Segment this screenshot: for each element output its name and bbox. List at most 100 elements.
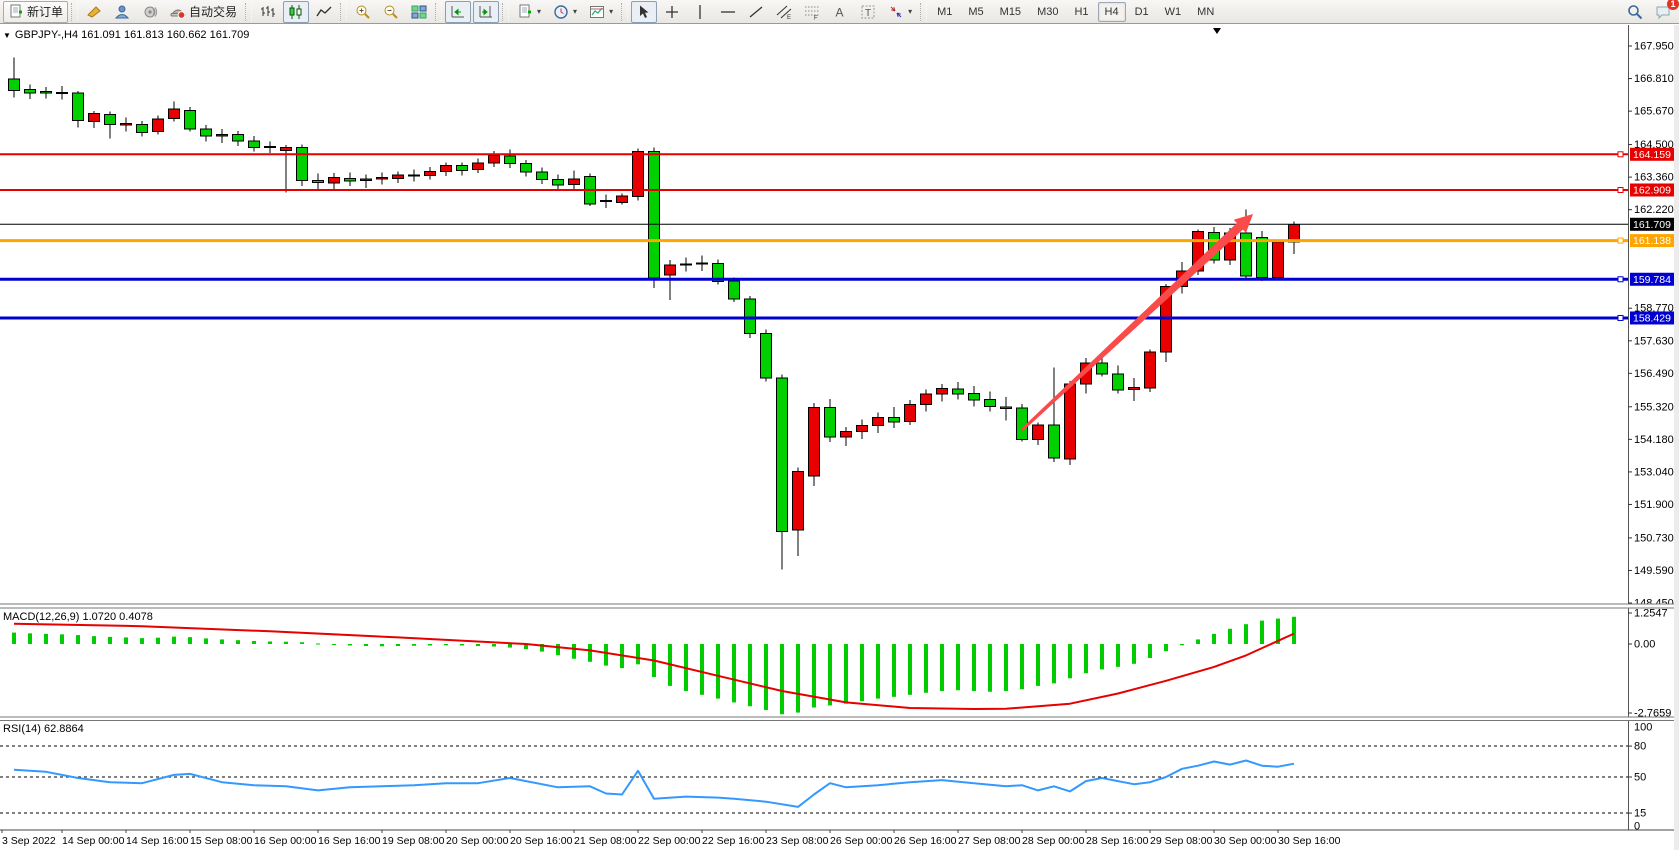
timeframe-d1-button[interactable]: D1 — [1134, 5, 1149, 18]
line-chart-button[interactable] — [311, 1, 337, 23]
auto-scroll-button[interactable] — [445, 0, 472, 23]
price-tick: 151.900 — [1634, 499, 1674, 511]
price-tick: 156.490 — [1634, 368, 1674, 380]
autoscroll-icon — [450, 4, 466, 20]
timeframe-m30-button[interactable]: M30 — [1037, 5, 1059, 18]
collapse-triangle-icon[interactable]: ▼ — [3, 31, 11, 40]
svg-text:F: F — [814, 15, 818, 20]
tile-windows-button[interactable] — [406, 1, 432, 23]
toolbar-separator — [340, 2, 348, 21]
time-label: 3 Sep 2022 — [2, 835, 56, 847]
rsi-indicator-label: RSI(14) 62.8864 — [3, 723, 84, 735]
chartshift-icon — [478, 4, 494, 20]
chart-shift-button[interactable] — [473, 0, 500, 23]
periods-button[interactable]: ▾ — [548, 1, 582, 23]
price-tick: 162.220 — [1634, 204, 1674, 216]
arrows-icon — [888, 4, 904, 20]
timeframe-m15-button[interactable]: M15 — [999, 5, 1022, 18]
timeframe-h4-button[interactable]: H4 — [1097, 1, 1126, 22]
toolbar-separator — [502, 2, 510, 21]
chevron-down-icon[interactable]: ▾ — [908, 7, 913, 16]
rsi-level: 80 — [1634, 741, 1646, 753]
macd-tick: 0.00 — [1634, 639, 1655, 651]
template-icon — [589, 4, 605, 20]
trend-arrow[interactable] — [1021, 214, 1253, 432]
signal-button[interactable] — [137, 1, 163, 23]
textA-icon: A — [832, 4, 848, 20]
chevron-down-icon[interactable]: ▾ — [573, 7, 578, 16]
candlestick-button[interactable] — [283, 0, 310, 23]
chat-button[interactable]: 1 — [1650, 0, 1679, 23]
cursor-button[interactable] — [631, 0, 658, 23]
timeframe-m5-button[interactable]: M5 — [968, 5, 984, 18]
chevron-down-icon[interactable]: ▾ — [609, 7, 614, 16]
chart-canvas[interactable]: 164.159 162.909 161.709 161.138 159.784 158.4… — [0, 25, 1679, 850]
clock-icon — [553, 4, 569, 20]
toolbar: 新订单 自动交易 ▾ ▾ ▾ E F A T ▾ M1 M5 M15 M30 H1 H4 D1 W1 MN 1 — [0, 0, 1679, 24]
new-order-button-label: 新订单 — [27, 5, 64, 19]
candles — [8, 57, 1300, 570]
time-label: 14 Sep 16:00 — [126, 835, 189, 847]
timeframe-w1-button[interactable]: W1 — [1164, 5, 1182, 18]
search-button[interactable] — [1622, 1, 1648, 23]
wedge-icon — [86, 4, 102, 20]
profile-button[interactable] — [109, 1, 135, 23]
indicators-button[interactable]: ▾ — [512, 1, 546, 23]
bar-chart-button[interactable] — [255, 1, 281, 23]
label-button[interactable]: T — [855, 1, 881, 23]
hline-button[interactable] — [715, 1, 741, 23]
time-label: 27 Sep 08:00 — [958, 835, 1021, 847]
price-tick: 157.630 — [1634, 335, 1674, 347]
time-label: 20 Sep 00:00 — [446, 835, 509, 847]
price-label-161.709: 161.709 — [1633, 219, 1671, 231]
signal-icon — [142, 4, 158, 20]
macd-tick: -2.7659 — [1634, 708, 1671, 720]
macd-indicator-label: MACD(12,26,9) 1.0720 0.4078 — [3, 611, 153, 623]
macd-tick: 1.2547 — [1634, 608, 1668, 620]
linechart-icon — [316, 4, 332, 20]
trendline-button[interactable] — [743, 1, 769, 23]
price-tick: 163.360 — [1634, 172, 1674, 184]
trend-icon — [748, 4, 764, 20]
chart-window[interactable]: 164.159 162.909 161.709 161.138 159.784 158.4… — [0, 25, 1679, 850]
timeframe-mn-button[interactable]: MN — [1197, 5, 1215, 18]
zoomout-icon — [383, 4, 399, 20]
crosshair-button[interactable] — [659, 1, 685, 23]
svg-text:A: A — [836, 5, 844, 19]
channel-button[interactable]: E — [771, 1, 797, 23]
marketwatch-button[interactable] — [81, 1, 107, 23]
tiles-icon — [411, 4, 427, 20]
templates-button[interactable]: ▾ — [584, 1, 618, 23]
price-label-164.159: 164.159 — [1633, 149, 1671, 161]
price-tick: 165.670 — [1634, 106, 1674, 118]
macd-panel — [12, 612, 1632, 715]
price-tick: 153.040 — [1634, 466, 1674, 478]
autotrade-button[interactable]: 自动交易 — [165, 1, 242, 23]
doc-plus-icon — [8, 4, 24, 20]
time-label: 14 Sep 00:00 — [62, 835, 125, 847]
search-icon — [1627, 4, 1643, 20]
candle-icon — [288, 4, 304, 20]
timeframe-m1-button[interactable]: M1 — [937, 5, 953, 18]
autotrade-button-label: 自动交易 — [189, 5, 238, 19]
zoom-out-button[interactable] — [378, 1, 404, 23]
person-icon — [114, 4, 130, 20]
zoom-in-button[interactable] — [350, 1, 376, 23]
price-tick: 155.320 — [1634, 401, 1674, 413]
time-label: 28 Sep 00:00 — [1022, 835, 1085, 847]
time-label: 22 Sep 00:00 — [638, 835, 701, 847]
timeframe-h1-button[interactable]: H1 — [1074, 5, 1089, 18]
price-tick: 164.500 — [1634, 139, 1674, 151]
text-button[interactable]: A — [827, 1, 853, 23]
price-label-158.429: 158.429 — [1633, 312, 1671, 324]
chevron-down-icon[interactable]: ▾ — [537, 7, 542, 16]
bars-icon — [260, 4, 276, 20]
vline-button[interactable] — [687, 1, 713, 23]
price-tick: 149.590 — [1634, 565, 1674, 577]
fibo-button[interactable]: F — [799, 1, 825, 23]
time-label: 19 Sep 08:00 — [382, 835, 445, 847]
arrows-button[interactable]: ▾ — [883, 1, 917, 23]
price-tick: 166.810 — [1634, 73, 1674, 85]
toolbar-separator — [621, 2, 629, 21]
new-order-button[interactable]: 新订单 — [3, 0, 69, 23]
